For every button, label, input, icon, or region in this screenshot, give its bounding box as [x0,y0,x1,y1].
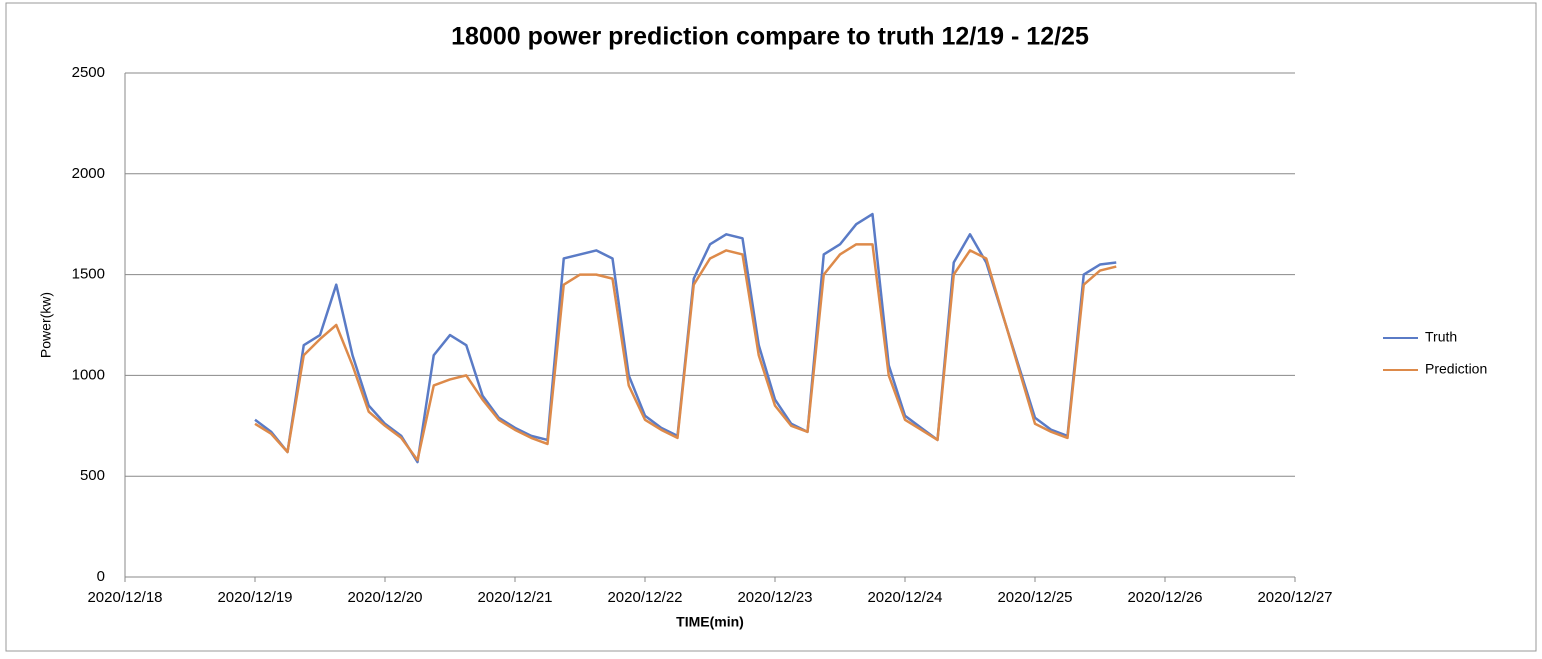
x-tick-label: 2020/12/23 [737,589,812,606]
y-tick-label: 1500 [72,266,105,283]
legend-label: Prediction [1425,361,1487,377]
data-line [254,243,1117,462]
x-tick-label: 2020/12/22 [607,589,682,606]
y-tick-label: 2500 [72,64,105,81]
x-tick-label: 2020/12/27 [1257,589,1332,606]
x-tick-label: 2020/12/18 [87,589,162,606]
x-tick-label: 2020/12/21 [477,589,552,606]
x-tick-label: 2020/12/19 [217,589,292,606]
chart-frame [5,2,1537,652]
y-tick-label: 500 [80,467,105,484]
legend-label: Truth [1425,329,1457,345]
y-tick-label: 1000 [72,366,105,383]
x-tick-label: 2020/12/25 [997,589,1072,606]
y-tick-label: 2000 [72,165,105,182]
y-tick-label: 0 [97,568,105,585]
x-tick-label: 2020/12/26 [1127,589,1202,606]
y-axis-label: Power(kw) [38,292,54,358]
x-axis-label: TIME(min) [676,614,744,630]
chart-title: 18000 power prediction compare to truth … [451,23,1089,51]
x-tick-label: 2020/12/24 [867,589,942,606]
x-tick-label: 2020/12/20 [347,589,422,606]
